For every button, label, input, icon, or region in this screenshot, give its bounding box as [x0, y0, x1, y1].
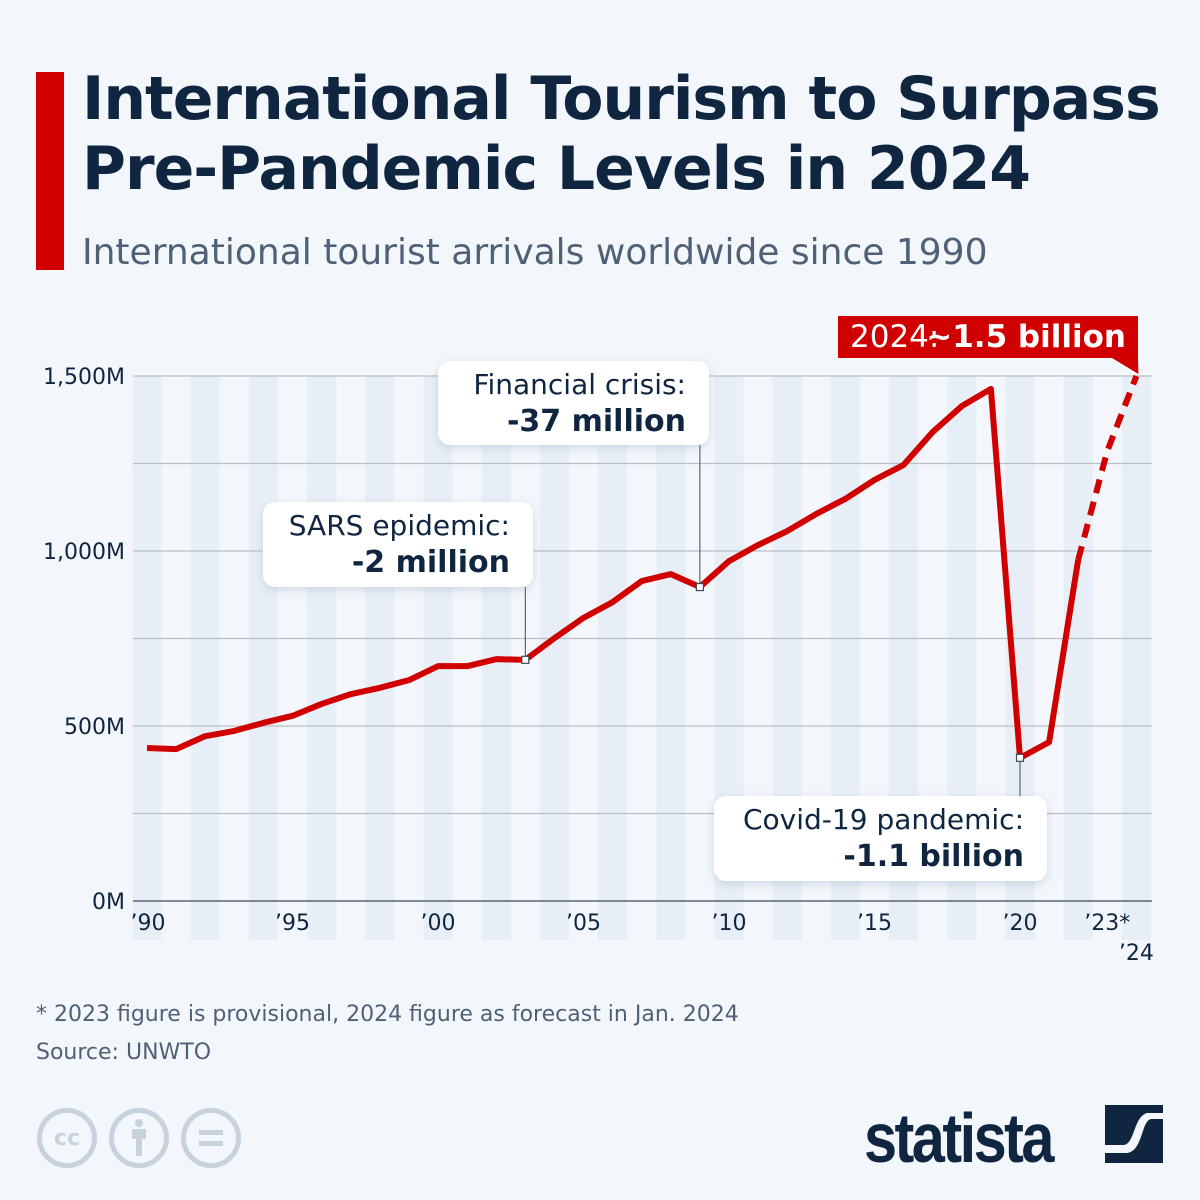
x-tick-label: ’10	[712, 911, 747, 936]
year-stripe	[539, 376, 569, 940]
x-tick-label: ’20	[1003, 911, 1038, 936]
x-tick-label: ’23*	[1084, 911, 1130, 936]
year-stripe	[132, 376, 162, 940]
annotation-box-sars	[263, 502, 533, 587]
source: Source: UNWTO	[36, 1040, 212, 1065]
forecast-label-value: ~1.5 billion	[926, 319, 1126, 355]
annotation-title: SARS epidemic:	[289, 509, 510, 542]
x-tick-label: ’15	[857, 911, 892, 936]
year-stripe	[307, 376, 337, 940]
year-stripe	[423, 376, 453, 940]
statista-logo[interactable]: statista	[864, 1099, 1054, 1177]
x-tick-label: ’90	[131, 911, 166, 936]
year-stripe	[1063, 376, 1093, 940]
footnote: * 2023 figure is provisional, 2024 figur…	[36, 1002, 739, 1027]
annotation-marker	[521, 655, 530, 664]
statista-logo-mark-icon	[1105, 1105, 1163, 1163]
annotation-box-covid	[714, 796, 1047, 881]
page-title: International Tourism to Surpass Pre-Pan…	[82, 64, 1161, 204]
annotation-value: -1.1 billion	[843, 839, 1024, 874]
year-stripe	[656, 376, 686, 940]
annotation-title: Financial crisis:	[473, 368, 686, 401]
x-tick-label: ’95	[275, 911, 310, 936]
annotation-value: -37 million	[507, 404, 686, 439]
annotation-marker	[1015, 753, 1025, 762]
year-stripe	[598, 376, 628, 940]
x-tick-label: ’00	[421, 911, 456, 936]
cc-icon[interactable]: cc	[37, 1108, 97, 1168]
annotation-value: -2 million	[352, 545, 510, 580]
year-stripe	[248, 376, 278, 940]
y-tick-label: 0M	[92, 890, 125, 915]
annotation-marker	[695, 582, 705, 592]
annotation-title: Covid-19 pandemic:	[743, 803, 1024, 836]
forecast-label-box	[838, 316, 1139, 374]
annotation-box-financial	[438, 361, 709, 445]
y-tick-label: 1,500M	[43, 365, 125, 390]
title-accent-bar	[36, 72, 64, 270]
line-chart: 0M 500M 1,000M 1,500M ’90 ’95 ’00 ’05 ’10 ’15 ’20 ’…	[43, 316, 1154, 966]
x-tick-label: ’24	[1119, 941, 1154, 966]
series-line	[146, 385, 1082, 761]
x-tick-label: ’05	[566, 911, 601, 936]
no-derivatives-icon[interactable]	[181, 1108, 241, 1168]
year-stripe	[1121, 376, 1151, 940]
y-tick-label: 500M	[64, 715, 125, 740]
attribution-icon[interactable]	[109, 1108, 169, 1168]
year-stripe	[365, 376, 395, 940]
forecast-label-prefix: 2024:	[850, 319, 939, 355]
year-stripe	[190, 376, 220, 940]
page-subtitle: International tourist arrivals worldwide…	[82, 232, 988, 273]
y-tick-label: 1,000M	[43, 540, 125, 565]
series-line-forecast	[1075, 374, 1140, 561]
